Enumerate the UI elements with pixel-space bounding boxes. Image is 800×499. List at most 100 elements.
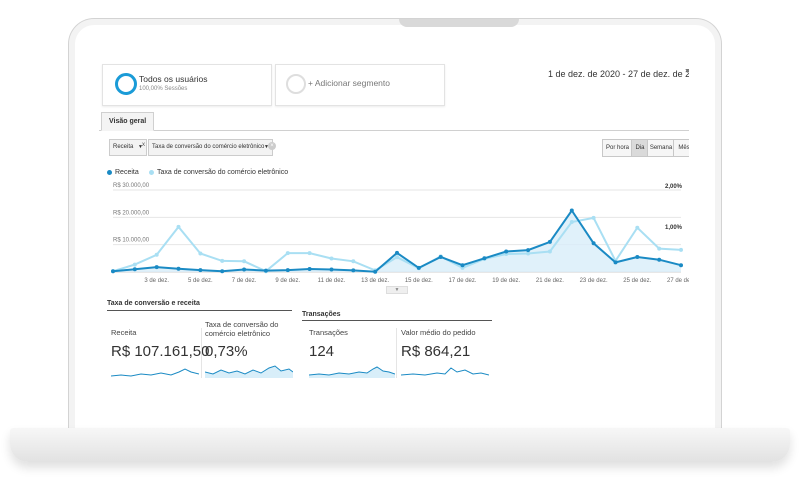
chevron-down-icon: ▼ (138, 144, 143, 150)
segment-subtitle: 100,00% Sessões (139, 86, 188, 92)
segment-all-users[interactable]: Todos os usuários 100,00% Sessões (102, 64, 272, 106)
metric-value: R$ 864,21 (401, 343, 471, 360)
legend-dot-icon (107, 169, 112, 175)
x-tick-label: 19 de dez. (492, 278, 520, 284)
chevron-down-icon[interactable]: ▼ (684, 68, 689, 75)
revenue-point (198, 268, 203, 273)
metric-separator: x (142, 142, 145, 148)
revenue-point (395, 250, 399, 255)
metric-card-transactions[interactable]: Transações 124 (309, 328, 395, 378)
x-tick-label: 13 de dez. (361, 278, 389, 284)
secondary-metric-select[interactable]: Taxa de conversão do comércio eletrônico… (148, 139, 273, 156)
conversion-rate-point (176, 224, 181, 229)
legend-item-conversion: Taxa de conversão do comércio eletrônico (149, 169, 288, 176)
card-divider (201, 328, 202, 378)
segment-active-icon (115, 73, 137, 95)
metric-card-conversion-rate[interactable]: Taxa de conversão do comércio eletrônico… (205, 320, 295, 378)
granularity-week-button[interactable]: Semana (647, 139, 675, 157)
conversion-rate-point (569, 220, 574, 224)
primary-metric-select[interactable]: Receita ▼ (109, 139, 147, 156)
revenue-point (679, 263, 683, 268)
date-range-picker[interactable]: 1 de dez. de 2020 - 27 de dez. de 2020 (548, 69, 689, 79)
granularity-day-button[interactable]: Dia (631, 139, 649, 157)
revenue-point (504, 249, 509, 254)
conversion-rate-point (242, 259, 247, 264)
y-right-tick-label: 2,00% (665, 184, 683, 190)
metric-label: Transações (309, 328, 348, 337)
legend-label: Receita (115, 169, 139, 176)
conversion-rate-point (635, 225, 640, 230)
conversion-rate-point (198, 251, 203, 256)
x-tick-label: 21 de dez. (536, 278, 564, 284)
granularity-hour-button[interactable]: Por hora (602, 139, 633, 157)
conversion-rate-point (591, 215, 596, 220)
secondary-metric-label: Taxa de conversão do comércio eletrônico (152, 144, 265, 150)
conversion-rate-point (154, 252, 159, 257)
section-title-conversion-revenue: Taxa de conversão e receita (107, 300, 200, 307)
primary-metric-label: Receita (113, 144, 134, 150)
revenue-point (657, 257, 662, 262)
conversion-rate-point (132, 262, 137, 267)
revenue-point (635, 255, 640, 259)
revenue-point (329, 267, 334, 272)
revenue-point (460, 263, 465, 268)
metric-label: Taxa de conversão do comércio eletrônico (205, 320, 279, 338)
segment-empty-icon (286, 74, 306, 94)
analytics-screen: Todos os usuários 100,00% Sessões + Adic… (99, 54, 689, 394)
revenue-point (263, 268, 268, 273)
metric-value: 0,73% (205, 343, 248, 360)
y-right-tick-label: 1,00% (665, 225, 683, 231)
add-segment-button[interactable]: + Adicionar segmento (275, 64, 445, 106)
x-tick-label: 25 de dez. (623, 278, 651, 284)
section-title-transactions: Transações (302, 311, 341, 318)
conversion-rate-point (657, 246, 662, 251)
revenue-point (547, 239, 552, 244)
legend-item-revenue: Receita (107, 169, 139, 176)
x-tick-label: 9 de dez. (275, 278, 300, 284)
revenue-point (569, 208, 574, 213)
metric-card-revenue[interactable]: Receita R$ 107.161,50 (111, 328, 209, 378)
x-tick-label: 3 de dez. (144, 278, 169, 284)
x-tick-label: 17 de dez. (449, 278, 477, 284)
chevron-down-icon: ▼ (264, 144, 269, 150)
laptop-camera-notch (399, 19, 519, 27)
x-tick-label: 7 de dez. (232, 278, 257, 284)
segment-title: Todos os usuários (139, 74, 208, 84)
legend-dot-icon (149, 169, 154, 175)
collapse-chart-handle[interactable]: ▼ (386, 286, 408, 294)
remove-metric-icon[interactable]: × (268, 142, 276, 150)
revenue-point (176, 266, 181, 271)
granularity-month-button[interactable]: Mês (673, 139, 689, 157)
revenue-point (416, 265, 421, 270)
revenue-point (132, 267, 137, 272)
metric-label: Valor médio do pedido (401, 328, 476, 337)
x-tick-label: 27 de dez. (667, 278, 689, 284)
revenue-point (111, 269, 115, 274)
revenue-area (113, 210, 681, 272)
card-divider (396, 328, 397, 378)
revenue-point (351, 268, 356, 273)
y-left-tick-label: R$ 10.000,00 (113, 238, 150, 244)
sparkline (401, 367, 489, 376)
metric-card-avg-order-value[interactable]: Valor médio do pedido R$ 864,21 (401, 328, 491, 378)
sparkline (111, 368, 199, 377)
metric-label: Receita (111, 328, 137, 337)
x-tick-label: 5 de dez. (188, 278, 213, 284)
revenue-point (438, 255, 443, 259)
y-left-tick-label: R$ 30.000,00 (113, 183, 150, 189)
legend-label: Taxa de conversão do comércio eletrônico (157, 169, 289, 176)
metric-value: 124 (309, 343, 335, 360)
sparkline (205, 365, 293, 378)
revenue-point (285, 268, 290, 273)
y-left-tick-label: R$ 20.000,00 (113, 210, 150, 216)
revenue-point (307, 267, 312, 271)
tab-overview[interactable]: Visão geral (101, 112, 155, 131)
revenue-point (482, 256, 487, 261)
revenue-point (526, 248, 531, 253)
revenue-point (591, 241, 596, 246)
x-tick-label: 11 de dez. (318, 278, 346, 284)
conversion-rate-point (220, 258, 225, 263)
sparkline (309, 366, 395, 378)
section-divider (107, 310, 292, 311)
tab-bar: Visão geral (99, 112, 689, 131)
